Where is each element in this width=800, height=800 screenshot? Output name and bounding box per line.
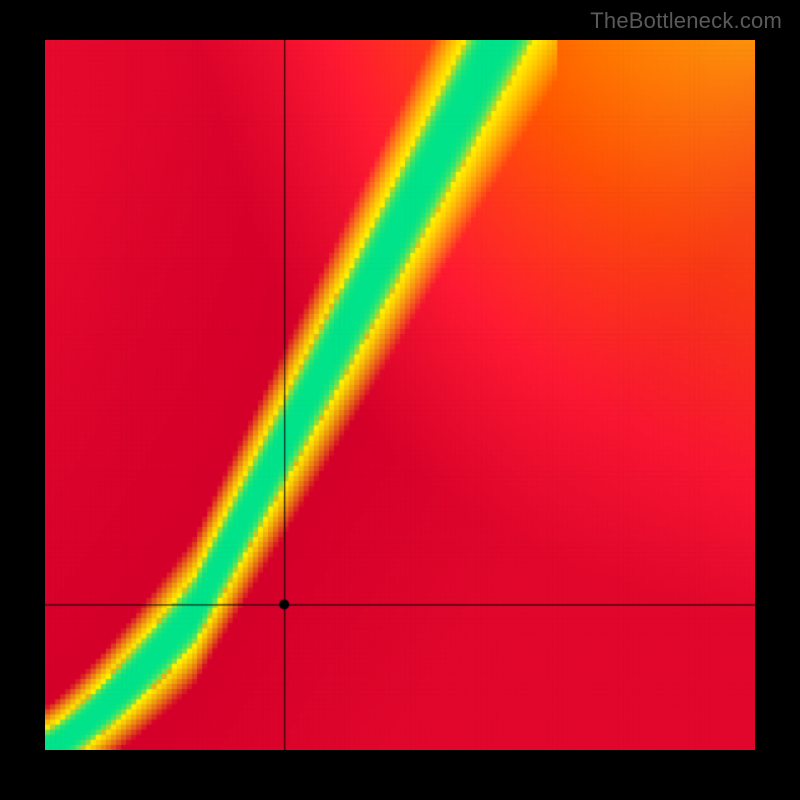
- heatmap-canvas: [45, 40, 755, 750]
- chart-container: TheBottleneck.com: [0, 0, 800, 800]
- plot-area: [45, 40, 755, 750]
- watermark-text: TheBottleneck.com: [590, 8, 782, 34]
